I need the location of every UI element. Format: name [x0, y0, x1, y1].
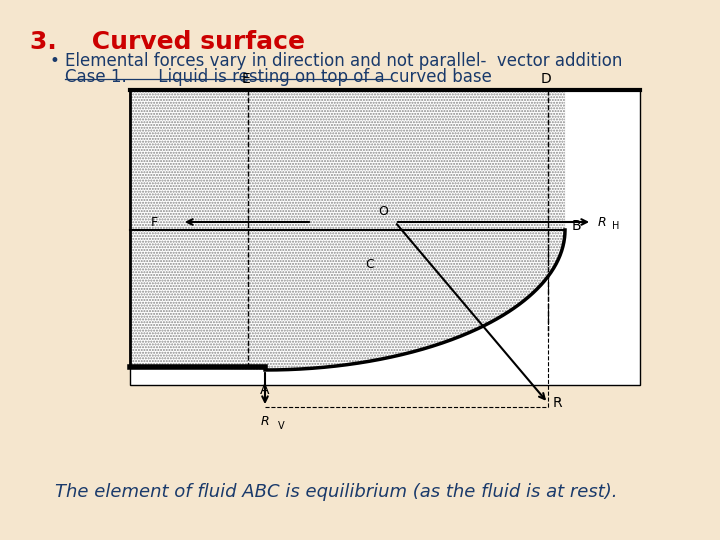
Text: •: •	[50, 52, 60, 70]
Polygon shape	[130, 90, 565, 370]
Text: Case 1.      Liquid is resting on top of a curved base: Case 1. Liquid is resting on top of a cu…	[65, 68, 492, 86]
Text: R: R	[553, 396, 562, 410]
Text: H: H	[612, 221, 619, 231]
Text: C: C	[366, 259, 374, 272]
Text: A: A	[260, 383, 270, 397]
Text: The element of fluid ABC is equilibrium (as the fluid is at rest).: The element of fluid ABC is equilibrium …	[55, 483, 618, 501]
Text: V: V	[278, 421, 284, 431]
Text: D: D	[541, 72, 552, 86]
Text: E: E	[242, 72, 251, 86]
Text: B: B	[572, 219, 582, 233]
Text: 3.    Curved surface: 3. Curved surface	[30, 30, 305, 54]
Text: $R$: $R$	[260, 415, 270, 428]
Text: $R$: $R$	[597, 215, 606, 228]
Text: O: O	[378, 205, 388, 218]
Text: F: F	[151, 215, 158, 228]
Text: Elemental forces vary in direction and not parallel-  vector addition: Elemental forces vary in direction and n…	[65, 52, 622, 70]
Bar	[130, 90, 640, 385]
